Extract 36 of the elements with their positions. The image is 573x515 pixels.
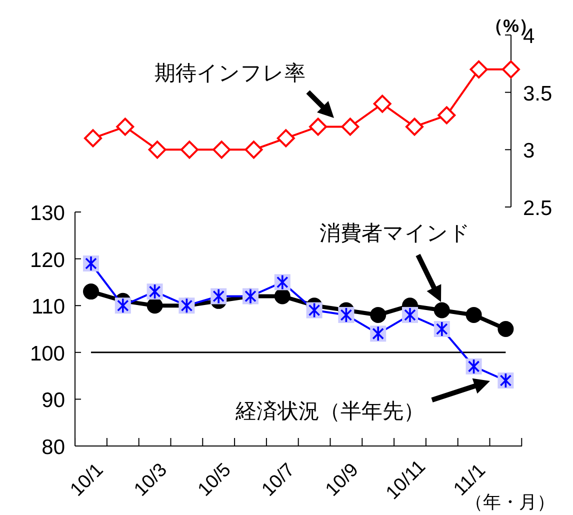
annotation: 経済状況（半年先） xyxy=(234,400,424,423)
y-tick-label: 2.5 xyxy=(523,197,552,220)
x-tick-label: 10/1 xyxy=(66,460,108,501)
y-tick-label: 90 xyxy=(42,389,65,412)
annotation: 期待インフレ率 xyxy=(154,62,306,85)
point xyxy=(244,140,263,159)
y-tick-label: 80 xyxy=(42,436,65,459)
point xyxy=(438,106,456,124)
point xyxy=(146,298,163,314)
point xyxy=(341,118,360,136)
annotation: 消費者マインド xyxy=(320,222,470,245)
point xyxy=(466,306,482,323)
y-tick-label: 3 xyxy=(523,140,535,163)
point xyxy=(84,129,102,148)
x-tick-label: 10/9 xyxy=(322,460,363,501)
point xyxy=(406,118,424,136)
point xyxy=(434,302,450,318)
point xyxy=(470,60,488,78)
y-tick-label: 3.5 xyxy=(523,82,552,106)
y-tick-label: 110 xyxy=(32,296,65,319)
y-tick-label: 100 xyxy=(30,342,65,366)
point xyxy=(373,94,392,113)
x-axis-title: （年・月） xyxy=(465,492,555,512)
point xyxy=(276,129,295,148)
point xyxy=(274,288,290,304)
y-tick-label: 120 xyxy=(30,248,65,272)
point xyxy=(180,140,198,159)
point xyxy=(498,321,514,337)
point xyxy=(502,60,520,78)
point xyxy=(212,140,231,159)
point xyxy=(148,140,166,159)
point xyxy=(116,118,134,136)
y-tick-label: 130 xyxy=(30,202,65,225)
point xyxy=(83,284,99,300)
point xyxy=(309,118,328,136)
point xyxy=(370,306,386,323)
